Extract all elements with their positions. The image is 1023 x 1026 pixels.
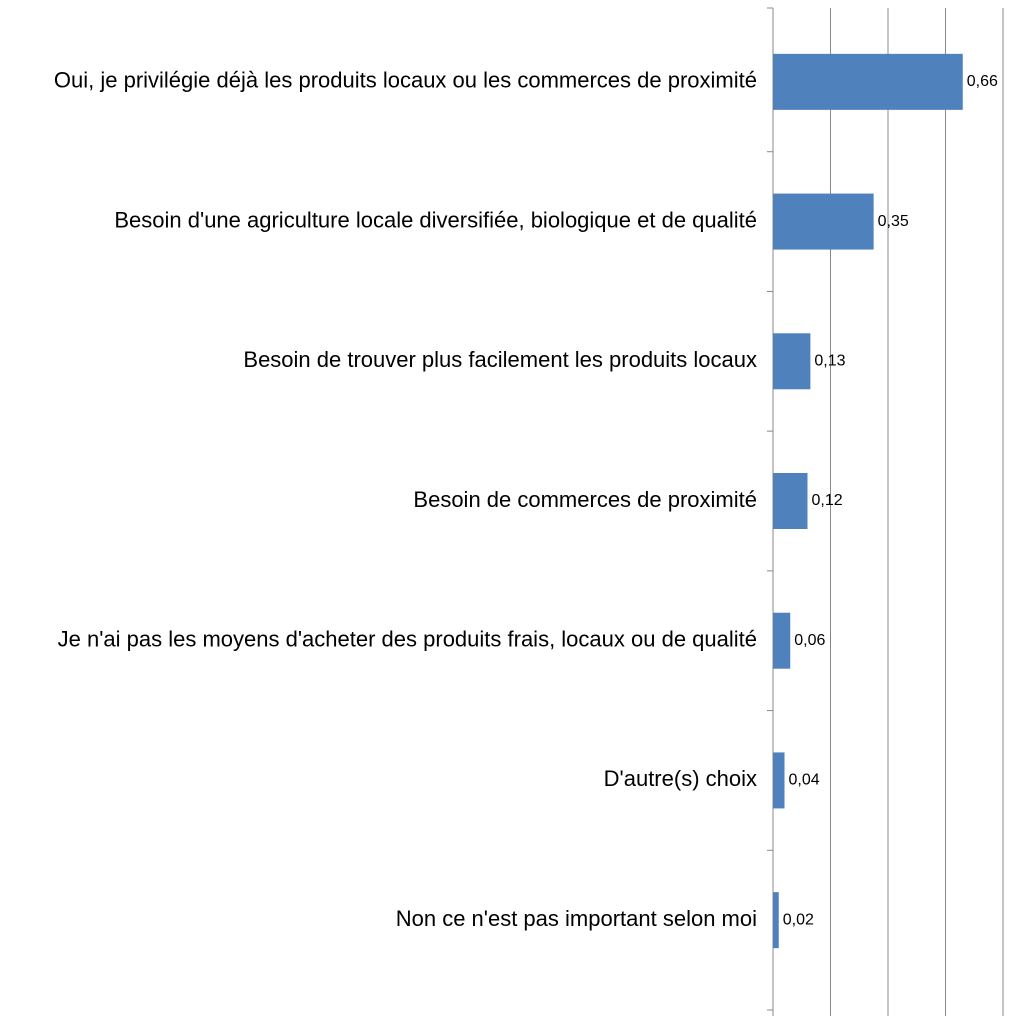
bar (773, 892, 779, 949)
value-label: 0,35 (878, 213, 909, 230)
value-label: 0,06 (794, 632, 825, 649)
bar (773, 53, 963, 110)
bar (773, 612, 791, 669)
y-tick-label: Je n'ai pas les moyens d'acheter des pro… (58, 627, 757, 652)
y-tick-label: Non ce n'est pas important selon moi (396, 906, 757, 931)
value-label: 0,66 (967, 73, 998, 90)
y-tick-label: Oui, je privilégie déjà les produits loc… (54, 68, 757, 93)
y-tick-label: D'autre(s) choix (604, 766, 757, 791)
y-tick-label: Besoin de commerces de proximité (413, 487, 757, 512)
y-tick-label: Besoin d'une agriculture locale diversif… (114, 207, 757, 232)
bar (773, 193, 874, 250)
y-tick-label: Besoin de trouver plus facilement les pr… (243, 347, 757, 372)
value-label: 0,02 (783, 911, 814, 928)
value-label: 0,13 (814, 353, 845, 370)
bar (773, 333, 811, 390)
bar (773, 752, 785, 809)
value-label: 0,12 (812, 492, 843, 509)
value-label: 0,04 (789, 772, 820, 789)
bar (773, 473, 808, 529)
